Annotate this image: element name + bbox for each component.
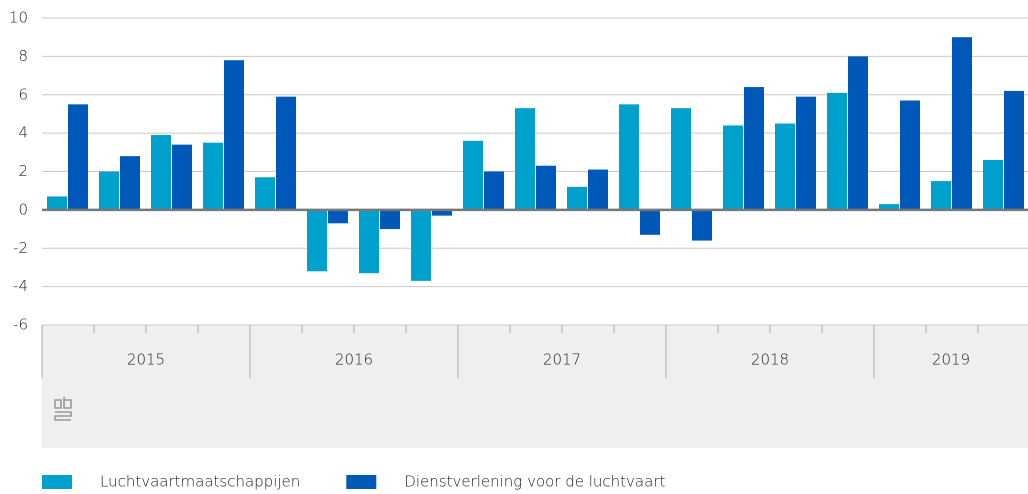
y-tick-label: 6 <box>18 85 28 103</box>
bar <box>952 37 972 210</box>
bar <box>900 100 920 210</box>
legend-label: Dienstverlening voor de luchtvaart <box>404 473 665 491</box>
bar <box>692 209 712 241</box>
bar <box>796 96 816 210</box>
bar <box>224 60 244 210</box>
group-label: 2017 <box>543 351 581 369</box>
bar <box>775 123 795 210</box>
bar <box>463 140 483 210</box>
bar <box>671 108 691 210</box>
bar <box>68 104 88 210</box>
y-tick-label: 2 <box>18 162 28 180</box>
y-tick-label: 4 <box>18 124 28 142</box>
bar <box>536 165 556 210</box>
bar <box>588 169 608 210</box>
y-tick-label: 8 <box>18 47 28 65</box>
bar <box>120 156 140 210</box>
bar <box>1004 90 1024 210</box>
bar <box>931 181 951 210</box>
bar <box>99 171 119 210</box>
bar <box>203 142 223 210</box>
bar <box>848 56 868 210</box>
y-tick-label: -4 <box>13 277 28 295</box>
bar <box>515 108 535 210</box>
bar <box>328 209 348 224</box>
y-tick-label: 0 <box>18 200 28 218</box>
bar <box>47 196 67 210</box>
group-label: 2018 <box>751 351 789 369</box>
bar <box>380 209 400 230</box>
bar <box>172 144 192 210</box>
bar <box>879 204 899 210</box>
bar <box>276 96 296 210</box>
legend-swatch <box>42 475 72 489</box>
cbs-logo <box>54 397 72 421</box>
bar <box>411 209 431 281</box>
group-label: 2016 <box>335 351 373 369</box>
group-label: 2015 <box>127 351 165 369</box>
bar <box>432 209 452 216</box>
y-tick-label: 10 <box>9 9 28 27</box>
bar <box>619 104 639 210</box>
group-label: 2019 <box>932 351 970 369</box>
bar <box>983 159 1003 210</box>
bar <box>567 186 587 210</box>
y-tick-label: -6 <box>13 316 28 334</box>
bar <box>744 87 764 210</box>
legend-swatch <box>346 475 377 489</box>
bar <box>151 135 171 210</box>
bar <box>359 209 379 274</box>
bar <box>640 209 660 235</box>
bar <box>255 177 275 210</box>
bar <box>484 171 504 210</box>
bar <box>307 209 327 272</box>
y-tick-label: -2 <box>13 239 28 257</box>
bar <box>723 125 743 210</box>
legend-label: Luchtvaartmaatschappijen <box>100 473 300 491</box>
category-band <box>42 325 1028 448</box>
bar <box>827 92 847 210</box>
